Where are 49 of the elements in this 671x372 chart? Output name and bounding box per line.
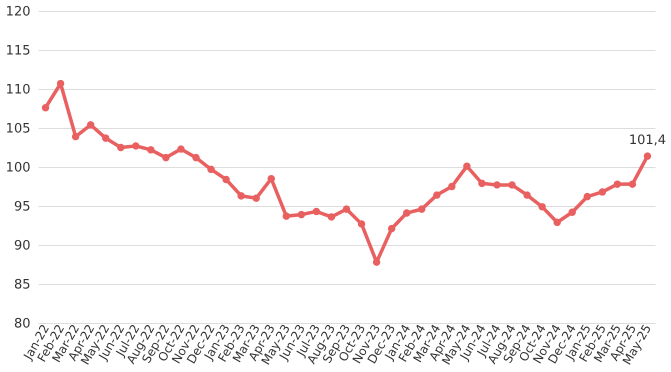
- point: [252, 194, 260, 202]
- annotation: 101,4: [628, 133, 666, 148]
- point: [538, 203, 546, 210]
- point: [222, 176, 230, 184]
- point: [388, 224, 396, 232]
- point: [598, 188, 606, 196]
- point: [568, 208, 576, 216]
- point: [192, 154, 200, 162]
- point: [508, 181, 516, 189]
- point: [644, 152, 652, 160]
- point: [328, 213, 336, 221]
- point: [117, 144, 124, 152]
- point: [478, 180, 486, 188]
- y-tick-label: 95: [14, 200, 30, 214]
- point: [72, 132, 80, 140]
- point: [493, 181, 501, 189]
- y-tick-label: 115: [6, 44, 30, 58]
- point: [358, 220, 366, 228]
- point: [147, 146, 155, 154]
- y-tick-label: 120: [6, 4, 30, 20]
- point: [162, 154, 170, 162]
- point: [448, 182, 456, 190]
- point: [584, 192, 591, 200]
- point: [268, 175, 275, 182]
- y-tick-label: 85: [14, 278, 30, 292]
- point: [342, 205, 350, 213]
- point: [433, 191, 440, 199]
- point: [628, 180, 636, 188]
- point: [207, 166, 215, 174]
- y-tick-label: 105: [6, 122, 30, 136]
- y-tick-label: 90: [14, 238, 30, 254]
- point: [298, 210, 306, 218]
- point: [463, 162, 471, 170]
- point: [282, 212, 290, 220]
- point: [86, 121, 94, 129]
- y-tick-label: 110: [6, 82, 30, 98]
- point: [402, 209, 410, 217]
- point: [56, 80, 64, 88]
- point: [418, 205, 426, 213]
- point: [42, 104, 50, 112]
- point: [102, 134, 110, 142]
- point: [132, 142, 140, 150]
- y-tick-label: 100: [6, 160, 30, 176]
- point: [237, 192, 245, 200]
- point: [553, 218, 561, 226]
- point: [523, 191, 531, 199]
- point: [177, 145, 185, 153]
- point: [614, 180, 622, 188]
- point: [312, 208, 320, 216]
